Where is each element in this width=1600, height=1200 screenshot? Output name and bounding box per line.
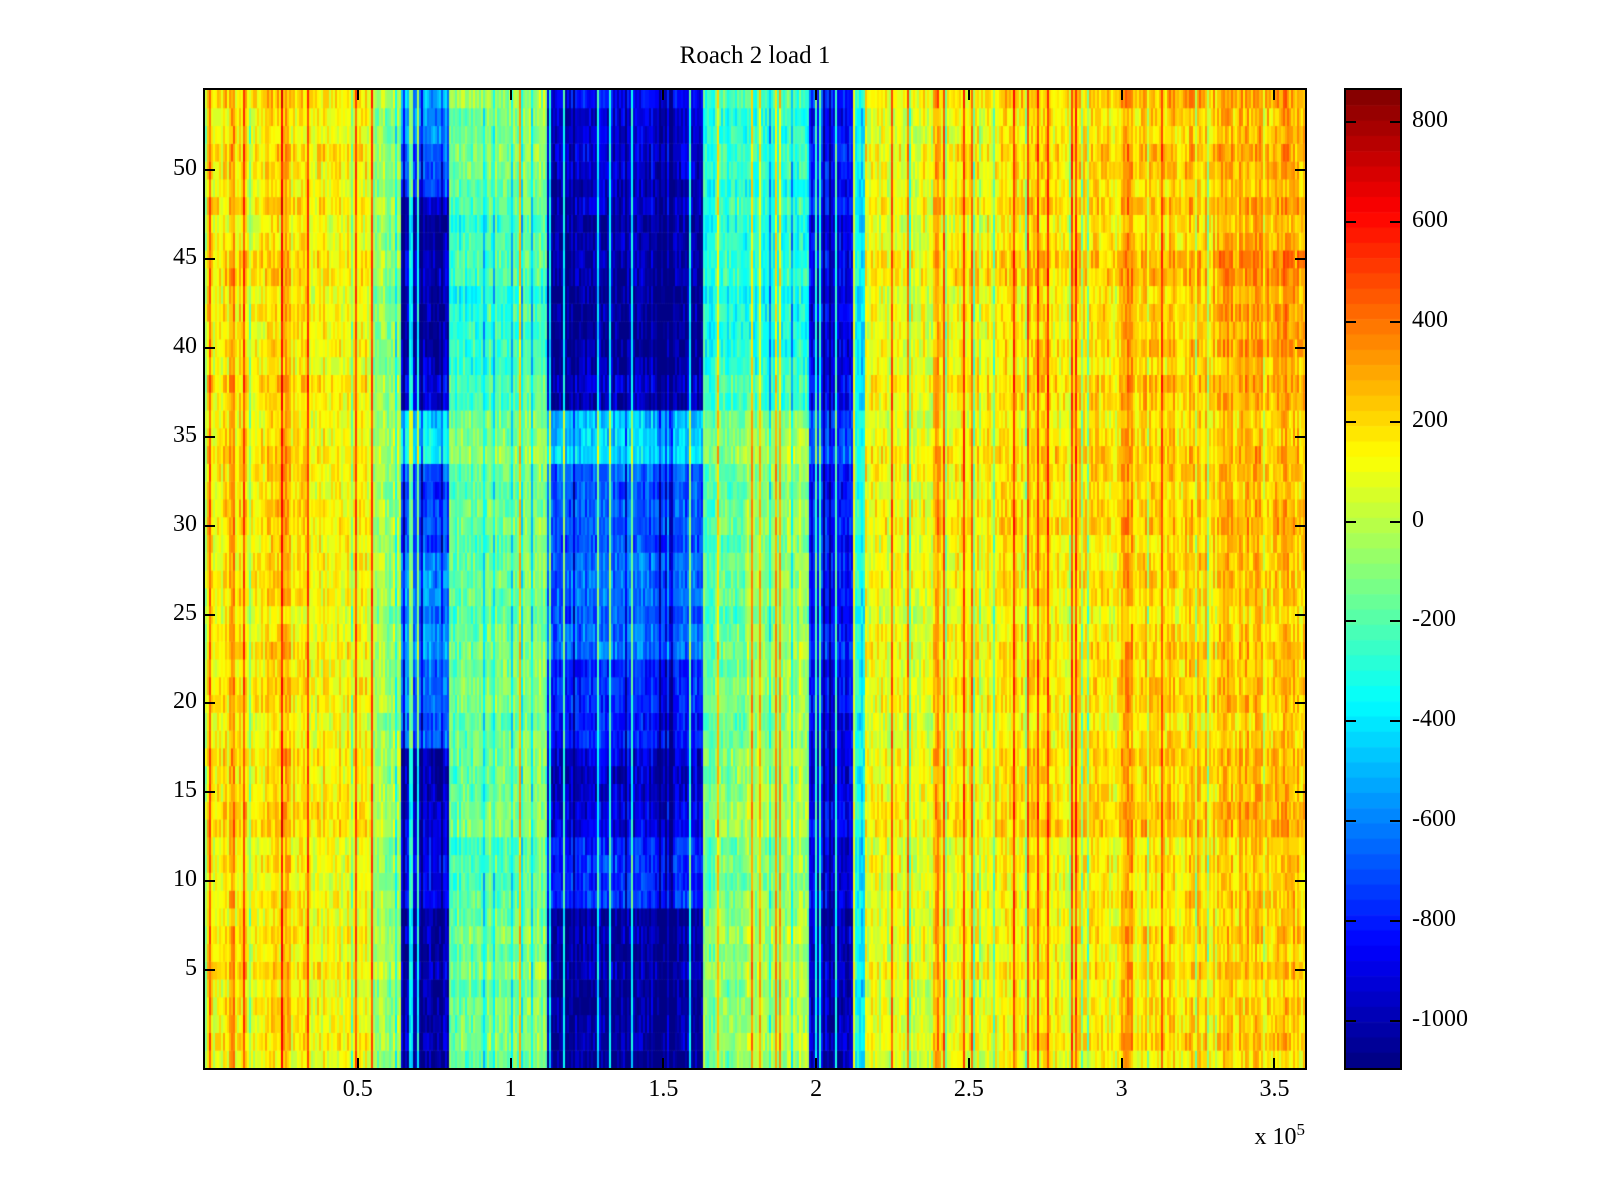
tick-mark [1346,221,1356,224]
tick-mark [1346,520,1356,523]
tick-mark [815,1058,818,1068]
tick-mark [509,1058,512,1068]
tick-mark [1295,524,1305,527]
tick-mark [1120,90,1123,100]
x-tick-label: 1 [504,1076,517,1102]
tick-mark [967,1058,970,1068]
y-tick-label: 20 [173,688,197,715]
colorbar-tick-label: -600 [1412,806,1456,832]
x-tick-label: 3 [1115,1076,1128,1102]
tick-mark [1346,919,1356,922]
tick-mark [1346,1019,1356,1022]
tick-mark [205,169,215,172]
tick-mark [1295,169,1305,172]
colorbar-tick-label: 400 [1412,307,1448,334]
colorbar-tick-label: -1000 [1412,1005,1468,1032]
tick-mark [205,791,215,794]
tick-mark [1390,720,1400,723]
tick-mark [205,969,215,972]
colorbar-tick-label: -200 [1412,606,1456,633]
colorbar-tick-label: 600 [1412,207,1448,234]
tick-mark [205,702,215,705]
x-tick-label: 3.5 [1259,1076,1290,1102]
tick-mark [1295,702,1305,705]
colorbar [1344,88,1402,1070]
tick-mark [1346,420,1356,423]
y-tick-label: 35 [173,421,197,448]
tick-mark [205,613,215,616]
tick-mark [356,90,359,100]
tick-mark [205,346,215,349]
tick-mark [356,1058,359,1068]
tick-mark [1346,321,1356,324]
x-scale-prefix: x 10 [1254,1124,1297,1150]
colorbar-tick-label: 200 [1412,406,1448,433]
tick-mark [1273,1058,1276,1068]
y-tick-label: 50 [173,155,197,182]
x-axis-scale-label: x 105 [1205,1120,1306,1151]
y-tick-label: 40 [173,332,197,359]
tick-mark [1295,791,1305,794]
y-tick-label: 5 [185,955,197,982]
y-tick-label: 15 [173,777,197,804]
heatmap-canvas [205,90,1305,1068]
tick-mark [1390,420,1400,423]
tick-mark [1390,121,1400,124]
y-tick-label: 25 [173,599,197,626]
y-tick-label: 10 [173,866,197,893]
x-scale-exponent: 5 [1296,1120,1306,1139]
tick-mark [1390,520,1400,523]
tick-mark [1295,346,1305,349]
colorbar-canvas [1346,90,1400,1068]
x-tick-label: 2 [810,1076,823,1102]
tick-mark [1346,820,1356,822]
colorbar-tick-label: 800 [1412,107,1448,134]
tick-mark [1390,221,1400,224]
tick-mark [205,257,215,260]
tick-mark [1346,620,1356,623]
y-tick-label: 30 [173,510,197,537]
tick-mark [1295,257,1305,260]
tick-mark [1390,820,1400,822]
tick-mark [1295,880,1305,883]
tick-mark [1346,121,1356,124]
tick-mark [662,90,665,100]
tick-mark [1390,321,1400,324]
tick-mark [1295,613,1305,616]
tick-mark [1295,969,1305,972]
x-tick-label: 1.5 [648,1076,679,1102]
tick-mark [967,90,970,100]
tick-mark [1390,620,1400,623]
tick-mark [205,524,215,527]
tick-mark [205,880,215,883]
colorbar-tick-label: 0 [1412,506,1424,533]
tick-mark [205,435,215,438]
y-tick-label: 45 [173,243,197,270]
tick-mark [1120,1058,1123,1068]
tick-mark [1390,919,1400,922]
tick-mark [662,1058,665,1068]
tick-mark [1295,435,1305,438]
x-tick-label: 0.5 [342,1076,373,1102]
tick-mark [1346,720,1356,723]
tick-mark [1390,1019,1400,1022]
x-tick-label: 2.5 [953,1076,984,1102]
colorbar-tick-label: -400 [1412,706,1456,733]
plot-title: Roach 2 load 1 [679,42,831,69]
colorbar-tick-label: -800 [1412,905,1456,932]
tick-mark [1273,90,1276,100]
tick-mark [815,90,818,100]
tick-mark [509,90,512,100]
heatmap-plot-area [203,88,1307,1070]
